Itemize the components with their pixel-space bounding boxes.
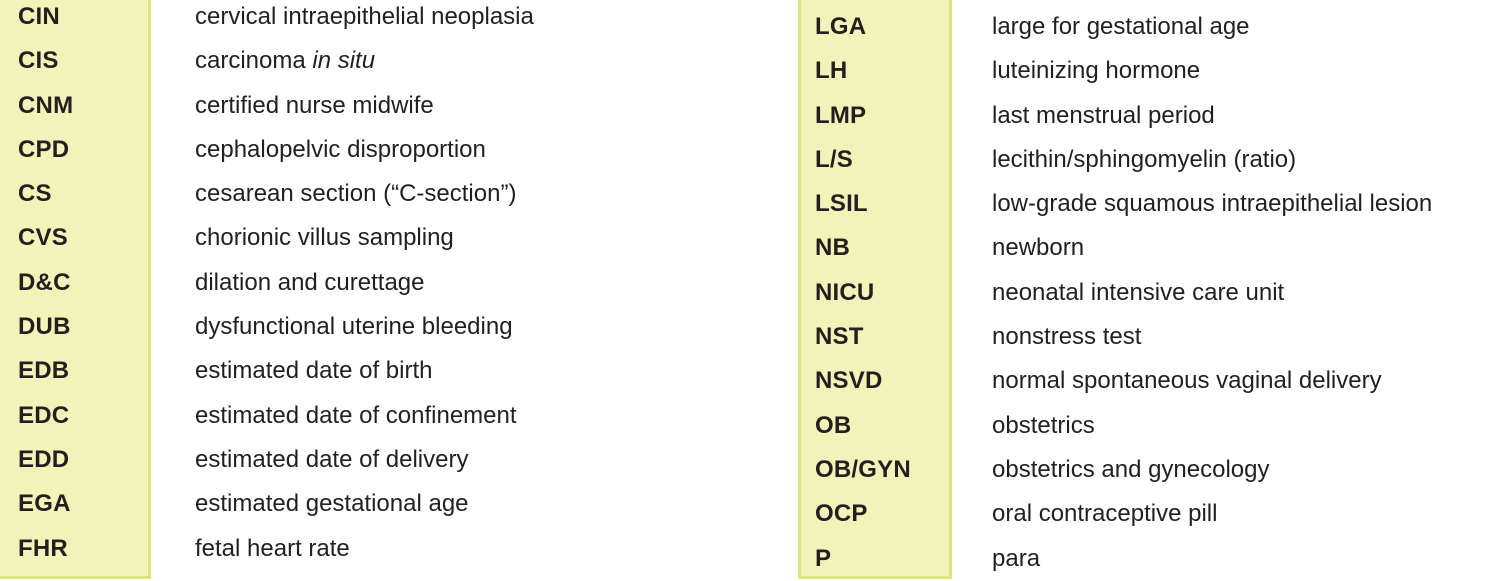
abbreviation: L/S — [815, 145, 853, 173]
definition: obstetrics — [992, 411, 1095, 439]
definition: carcinoma in situ — [195, 39, 375, 83]
abbreviation: LH — [815, 57, 848, 85]
definition: cervical intraepithelial neoplasia — [195, 3, 534, 30]
definition: nonstress test — [992, 323, 1142, 351]
abbreviation: CIS — [18, 47, 59, 75]
table-row: LMP last menstrual period — [798, 94, 1498, 138]
table-row: OB/GYN obstetrics and gynecology — [798, 448, 1498, 492]
definition: lecithin/sphingomyelin (ratio) — [992, 145, 1297, 173]
definition: cephalopelvic disproportion — [195, 135, 486, 163]
abbreviation: D&C — [18, 268, 71, 296]
definition: last menstrual period — [992, 101, 1215, 129]
definition: para — [992, 544, 1041, 572]
table-row: LGA large for gestational age — [798, 5, 1498, 49]
definition: fetal heart rate — [195, 534, 350, 562]
abbreviation: LSIL — [815, 190, 868, 218]
table-row: LH luteinizing hormone — [798, 49, 1498, 93]
definition: luteinizing hormone — [992, 57, 1201, 85]
table-row: EDC estimated date of confinement — [0, 394, 760, 438]
table-row: EDD estimated date of delivery — [0, 438, 760, 482]
definition: newborn — [992, 234, 1085, 262]
abbreviation: EDD — [18, 445, 70, 473]
table-row: OB obstetrics — [798, 404, 1498, 448]
table-row: CIN cervical intraepithelial neoplasia — [0, 0, 760, 39]
abbreviation: NSVD — [815, 367, 883, 395]
definition: dilation and curettage — [195, 268, 425, 296]
abbreviation: OB — [815, 411, 852, 439]
abbreviation-table-right: LGA large for gestational age LH luteini… — [798, 0, 1498, 580]
table-row: EGA estimated gestational age — [0, 482, 760, 526]
abbreviation-table-left: CIN cervical intraepithelial neoplasia C… — [0, 0, 760, 579]
abbreviation: LMP — [815, 101, 867, 129]
table-row: NB newborn — [798, 226, 1498, 270]
abbreviation: P — [815, 544, 832, 572]
abbreviation: CIN — [18, 3, 60, 30]
definition: certified nurse midwife — [195, 91, 434, 119]
abbreviation: EDB — [18, 357, 70, 385]
abbreviation: DUB — [18, 313, 71, 341]
table-row: CIS carcinoma in situ — [0, 39, 760, 83]
table-row: NSVD normal spontaneous vaginal delivery — [798, 359, 1498, 403]
table-row: L/S lecithin/sphingomyelin (ratio) — [798, 138, 1498, 182]
definition: large for gestational age — [992, 13, 1250, 40]
abbreviation: NB — [815, 234, 851, 262]
definition: normal spontaneous vaginal delivery — [992, 367, 1382, 395]
table-row: P para — [798, 537, 1498, 581]
table-row: CVS chorionic villus sampling — [0, 216, 760, 260]
abbreviation-list: LGA large for gestational age LH luteini… — [798, 5, 1498, 581]
definition: estimated gestational age — [195, 490, 469, 518]
abbreviation: OCP — [815, 500, 868, 528]
abbreviation-column-highlight — [0, 0, 151, 579]
table-row: NST nonstress test — [798, 315, 1498, 359]
definition: estimated date of confinement — [195, 401, 517, 429]
abbreviation-column-highlight — [798, 0, 952, 579]
abbreviation: CPD — [18, 135, 70, 163]
definition: cesarean section (“C-section”) — [195, 180, 517, 208]
abbreviation: CVS — [18, 224, 68, 252]
definition: neonatal intensive care unit — [992, 278, 1285, 306]
definition: dysfunctional uterine bleeding — [195, 313, 513, 341]
table-row: CNM certified nurse midwife — [0, 84, 760, 128]
abbreviation: LGA — [815, 13, 867, 40]
abbreviation: NST — [815, 323, 864, 351]
definition: estimated date of birth — [195, 357, 433, 385]
table-row: EDB estimated date of birth — [0, 349, 760, 393]
abbreviation: CNM — [18, 91, 74, 119]
table-row: CPD cephalopelvic disproportion — [0, 128, 760, 172]
table-row: DUB dysfunctional uterine bleeding — [0, 305, 760, 349]
abbreviation-list: CIN cervical intraepithelial neoplasia C… — [0, 0, 760, 571]
table-row: OCP oral contraceptive pill — [798, 492, 1498, 536]
table-row: D&C dilation and curettage — [0, 261, 760, 305]
abbreviation: EDC — [18, 401, 70, 429]
definition: estimated date of delivery — [195, 445, 469, 473]
definition: obstetrics and gynecology — [992, 455, 1270, 483]
definition: chorionic villus sampling — [195, 224, 454, 252]
abbreviation: OB/GYN — [815, 455, 911, 483]
table-row: NICU neonatal intensive care unit — [798, 271, 1498, 315]
abbreviation: EGA — [18, 490, 71, 518]
abbreviation: FHR — [18, 534, 68, 562]
definition-text: carcinoma — [195, 47, 313, 75]
definition: low-grade squamous intraepithelial lesio… — [992, 190, 1433, 218]
table-row: CS cesarean section (“C-section”) — [0, 172, 760, 216]
abbreviation: CS — [18, 180, 52, 208]
definition-italic: in situ — [312, 47, 376, 75]
abbreviation: NICU — [815, 278, 875, 306]
definition: oral contraceptive pill — [992, 500, 1218, 528]
table-row: FHR fetal heart rate — [0, 527, 760, 571]
table-row: LSIL low-grade squamous intraepithelial … — [798, 182, 1498, 226]
